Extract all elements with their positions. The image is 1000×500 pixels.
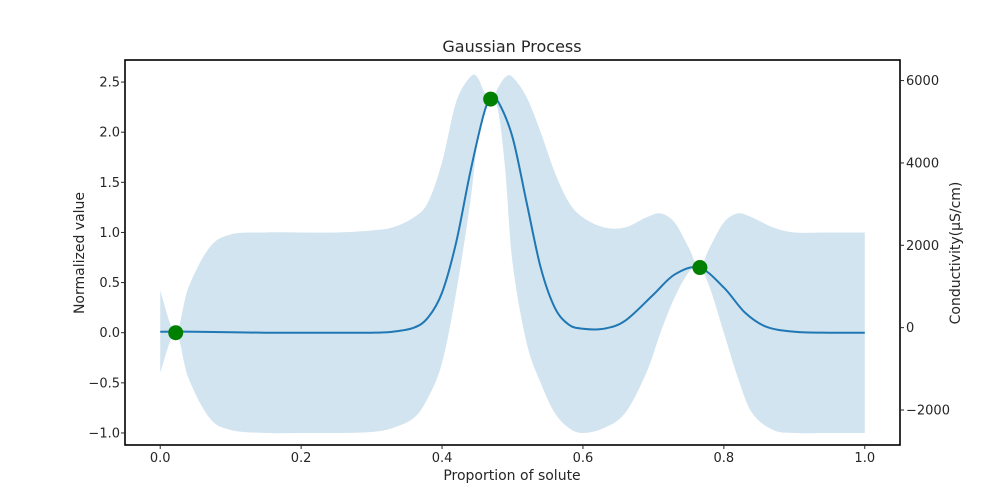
y2-tick-label: 6000: [906, 74, 939, 89]
y2-axis-label: Conductivity(μS/cm): [948, 182, 964, 325]
x-tick-label: 0.8: [714, 451, 735, 466]
confidence-band: [160, 74, 865, 434]
y2-tick-label: 2000: [906, 239, 939, 254]
x-tick-label: 0.4: [432, 451, 453, 466]
y-tick-label: 2.5: [99, 76, 120, 91]
y2-tick-label: 0: [906, 321, 914, 336]
mean-line: [160, 96, 865, 334]
x-tick-label: 0.0: [150, 451, 171, 466]
y-tick-label: 0.0: [99, 326, 120, 341]
y-tick-label: 1.5: [99, 176, 120, 191]
y-axis-ticks: −1.0 −0.5 0.0 0.5 1.0 1.5 2.0 2.5: [88, 76, 125, 441]
chart-title: Gaussian Process: [442, 37, 581, 56]
x-axis-ticks: 0.0 0.2 0.4 0.6 0.8 1.0: [150, 445, 875, 466]
plot-area: [160, 74, 865, 434]
x-tick-label: 0.2: [291, 451, 312, 466]
observation-point: [483, 91, 499, 107]
y-axis-label: Normalized value: [72, 192, 88, 314]
x-tick-label: 0.6: [573, 451, 594, 466]
y-tick-label: 0.5: [99, 276, 120, 291]
x-tick-label: 1.0: [854, 451, 875, 466]
y-tick-label: 2.0: [99, 126, 120, 141]
plot-frame: [124, 59, 901, 446]
y2-axis-ticks: −2000 0 2000 4000 6000: [900, 74, 950, 419]
y2-tick-label: −2000: [906, 404, 950, 419]
observation-point: [168, 325, 184, 341]
observation-point: [692, 260, 708, 276]
y-tick-label: 1.0: [99, 226, 120, 241]
y-tick-label: −0.5: [88, 376, 120, 391]
y2-tick-label: 4000: [906, 156, 939, 171]
observation-points: [168, 91, 708, 341]
y-tick-label: −1.0: [88, 426, 120, 441]
x-axis-label: Proportion of solute: [443, 468, 580, 484]
